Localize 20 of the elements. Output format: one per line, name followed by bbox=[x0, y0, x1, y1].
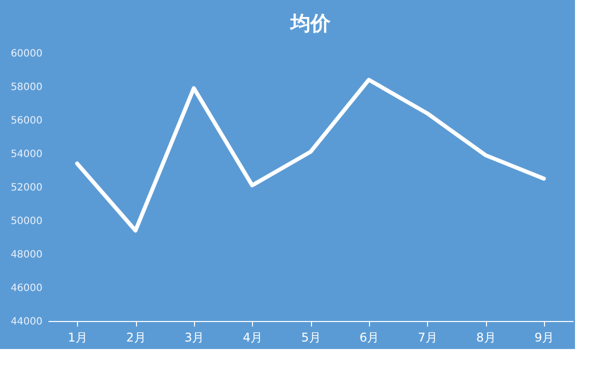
x-tick-label: 5月 bbox=[301, 330, 321, 344]
chart-title: 均价 bbox=[290, 11, 332, 35]
y-tick-label: 52000 bbox=[10, 182, 42, 194]
y-tick-label: 50000 bbox=[10, 216, 42, 227]
line-series bbox=[75, 78, 546, 233]
y-tick-label: 56000 bbox=[10, 116, 42, 126]
x-tick-label: 6月 bbox=[360, 330, 380, 344]
x-tick-label: 2月 bbox=[126, 330, 146, 344]
y-tick-label: 46000 bbox=[10, 283, 42, 294]
x-tick-label: 9月 bbox=[534, 330, 554, 344]
y-tick-label: 48000 bbox=[10, 250, 42, 260]
x-tick-label: 3月 bbox=[184, 330, 204, 344]
y-tick-label: 58000 bbox=[10, 82, 42, 93]
x-tick-label: 1月 bbox=[68, 330, 88, 344]
y-tick-label: 44000 bbox=[10, 316, 42, 328]
x-tick-label: 7月 bbox=[418, 330, 438, 344]
x-tick-label: 8月 bbox=[476, 330, 496, 344]
y-tick-label: 60000 bbox=[10, 48, 42, 60]
x-tick-label: 4月 bbox=[242, 330, 262, 344]
y-tick-label: 54000 bbox=[10, 149, 42, 160]
